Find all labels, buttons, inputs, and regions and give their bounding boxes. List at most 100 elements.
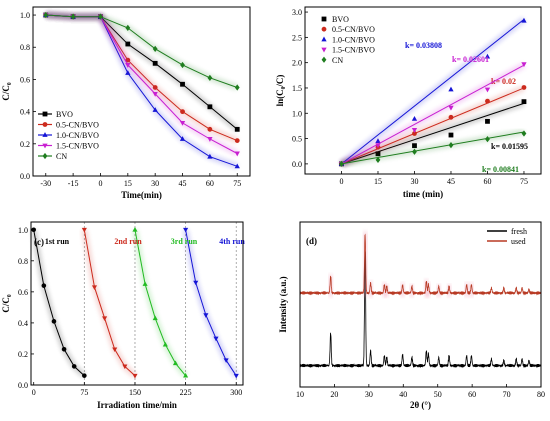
x-tick-label: 20 — [330, 390, 338, 399]
series-line — [33, 229, 85, 377]
legend-label: 1.0-CN/BVO — [332, 35, 375, 44]
data-point — [521, 99, 527, 105]
x-tick-label: 0 — [98, 179, 102, 188]
y-axis-label: C/C₀ — [1, 294, 11, 312]
panel-b-kinetics-chart: k= 0.01595 k= 0.02 k= 0.03808 k= 0.02601 k= … — [275, 6, 542, 199]
data-point — [448, 132, 454, 138]
series-glow — [30, 229, 87, 378]
x-tick-label: 150 — [129, 388, 141, 397]
plot-frame — [30, 221, 244, 386]
data-point — [180, 109, 185, 115]
x-axis-label: time (min) — [403, 189, 443, 199]
run-label: 2nd run — [114, 237, 142, 246]
x-tick-label: 60 — [206, 179, 214, 188]
data-point — [484, 53, 491, 59]
data-point — [180, 61, 185, 69]
y-tick-label: 2.5 — [292, 33, 302, 42]
legend-label: 0.5-CN/BVO — [332, 25, 375, 34]
xrd-pattern — [299, 251, 542, 369]
x-tick-label: 40 — [399, 390, 407, 399]
plot-frame — [304, 6, 542, 175]
legend-marker — [321, 36, 327, 42]
rate-constant-label: k= 0.03808 — [405, 41, 442, 50]
data-point — [179, 120, 186, 126]
data-point — [521, 130, 527, 137]
x-tick-label: 0 — [32, 388, 36, 397]
x-axis-label: Time(min) — [121, 190, 162, 200]
x-tick-label: 75 — [520, 177, 528, 186]
data-point — [207, 126, 213, 132]
data-point — [152, 315, 158, 321]
y-tick-label: 0.2 — [18, 350, 28, 359]
data-point — [71, 364, 77, 369]
data-point — [132, 373, 138, 379]
series-glow — [132, 229, 188, 378]
data-point — [152, 45, 158, 52]
data-point — [152, 60, 158, 66]
peak-highlight — [382, 282, 387, 297]
y-tick-label: 0.5 — [292, 135, 302, 144]
data-point — [375, 151, 381, 157]
x-tick-label: 225 — [180, 388, 192, 397]
data-point — [132, 227, 138, 232]
data-point — [91, 285, 97, 290]
panel-d-xrd-chart: 10 20 30 40 50 60 70 80 (d) 2θ (°) Intensity (a.u.… — [278, 221, 545, 410]
data-point — [339, 160, 344, 167]
data-point — [521, 85, 527, 90]
legend-label: 1.5-CN/BVO — [56, 142, 99, 151]
rate-constant-label: k= 0.02 — [491, 77, 516, 86]
legend-marker — [42, 143, 48, 149]
data-point — [172, 360, 179, 366]
data-point — [61, 346, 67, 352]
x-tick-label: -15 — [68, 179, 79, 188]
peak-highlight — [409, 284, 414, 297]
panel-label-c: (c) — [34, 237, 44, 247]
data-point — [122, 364, 128, 370]
y-tick-label: 0.2 — [20, 140, 30, 149]
data-point — [485, 135, 490, 143]
y-tick-label: 0.8 — [18, 257, 28, 266]
y-tick-label: 1.5 — [292, 84, 302, 93]
data-point — [484, 87, 491, 93]
legend-label: CN — [332, 56, 343, 65]
fit-line — [341, 18, 525, 165]
legend-label: 1.0-CN/BVO — [56, 131, 99, 140]
data-point — [193, 280, 199, 286]
data-point — [234, 138, 240, 143]
rate-constant-label: k= 0.01595 — [491, 142, 528, 151]
y-tick-label: 0.4 — [20, 108, 30, 117]
legend-label: BVO — [332, 15, 349, 24]
data-point — [41, 283, 47, 288]
y-tick-label: 0.8 — [20, 43, 30, 52]
x-tick-label: 75 — [80, 388, 88, 397]
data-point — [213, 336, 219, 342]
data-point — [485, 118, 490, 124]
data-point — [448, 86, 454, 92]
x-tick-label: 30 — [151, 179, 159, 188]
legend-marker — [42, 152, 48, 160]
data-point — [411, 128, 418, 133]
data-point — [112, 347, 118, 353]
series-line — [83, 229, 136, 377]
plot-frame — [32, 6, 251, 177]
x-tick-label: 60 — [483, 177, 491, 186]
y-tick-label: 1.0 — [18, 226, 28, 235]
data-point — [412, 148, 417, 155]
data-point — [521, 17, 527, 23]
data-point — [233, 373, 239, 379]
data-point — [448, 105, 454, 111]
panel-c-cycling-chart: 1st run 2nd run 3rd run 4th run 0 75 150 225 300… — [1, 221, 245, 410]
xrd-pattern — [299, 233, 542, 296]
data-point — [125, 70, 131, 75]
data-point — [179, 136, 186, 141]
x-tick-label: 300 — [230, 388, 242, 397]
legend-marker — [42, 111, 48, 117]
data-point — [180, 81, 185, 87]
y-axis-label: Intensity (a.u.) — [278, 276, 288, 332]
data-point — [234, 84, 240, 91]
x-tick-label: 45 — [447, 177, 455, 186]
panel-a-degradation-chart: -30 -15 0 15 30 45 60 75 0.0 0.2 0.4 0.6 0.8 1.0 Time(… — [1, 6, 251, 200]
data-point — [125, 24, 131, 32]
series-line — [185, 229, 237, 376]
data-point — [411, 115, 418, 121]
